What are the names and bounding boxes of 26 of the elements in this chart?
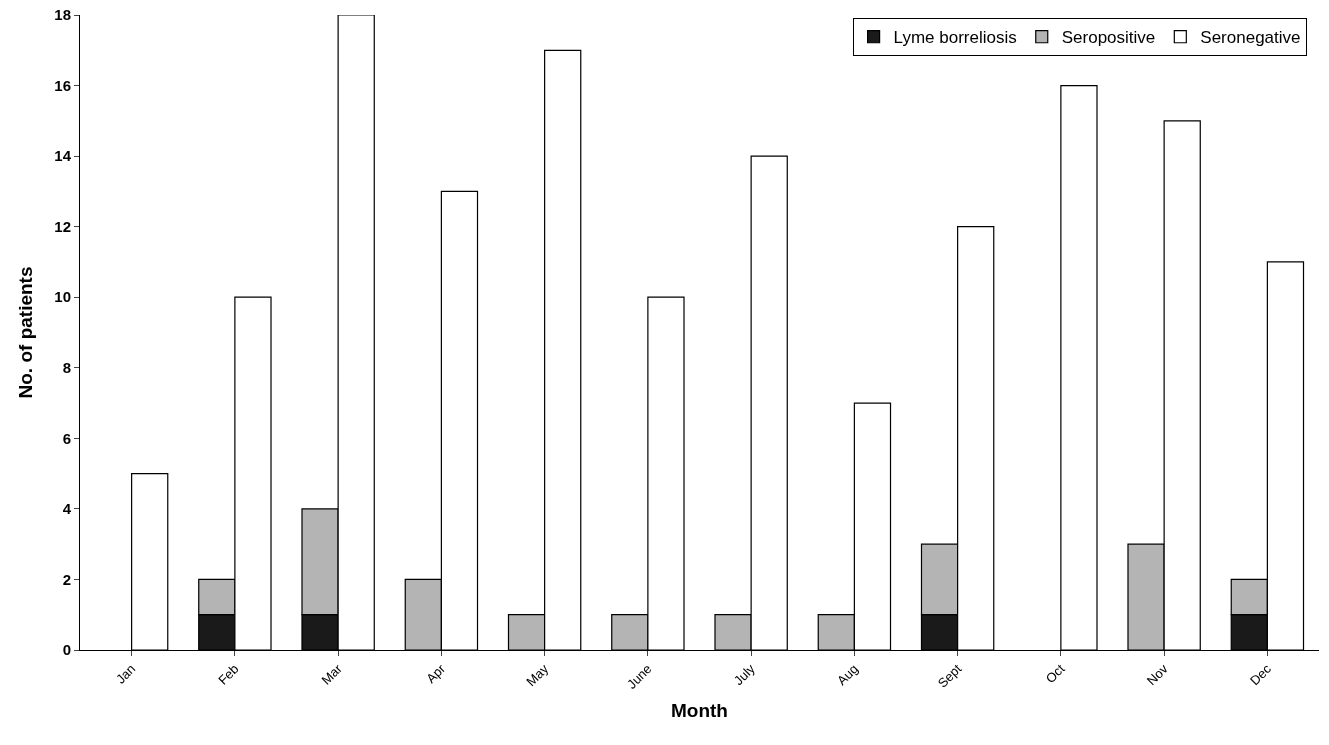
x-tick-label: Aug (834, 661, 862, 689)
x-tick-label: July (730, 660, 759, 689)
y-tick-label: 12 (54, 217, 71, 235)
legend-label: Lyme borreliosis (893, 28, 1017, 48)
x-tick-label: Jan (112, 661, 139, 687)
y-axis-title: No. of patients (15, 266, 36, 399)
x-axis-title: Month (671, 700, 728, 721)
x-tick-label: Feb (215, 661, 242, 688)
y-tick-label: 6 (62, 429, 71, 447)
x-tick-label: May (523, 660, 552, 690)
x-tick-label: Dec (1247, 660, 1275, 689)
x-tick-label: Sept (934, 660, 965, 691)
y-tick-label: 0 (62, 641, 71, 659)
y-tick-label: 14 (54, 147, 72, 165)
x-tick-label: Nov (1143, 660, 1172, 689)
x-tick-label: Oct (1042, 660, 1068, 687)
y-tick-label: 8 (62, 359, 71, 377)
x-tick-label: Apr (423, 660, 449, 687)
y-tick-label: 4 (62, 500, 72, 518)
y-tick-label: 2 (62, 570, 71, 588)
x-tick-label: Mar (318, 660, 346, 688)
y-tick-label: 18 (54, 6, 71, 24)
y-tick-label: 10 (54, 288, 71, 306)
legend-label: Seronegative (1200, 28, 1301, 48)
y-tick-label: 16 (54, 76, 71, 94)
legend-label: Seropositive (1061, 28, 1156, 48)
